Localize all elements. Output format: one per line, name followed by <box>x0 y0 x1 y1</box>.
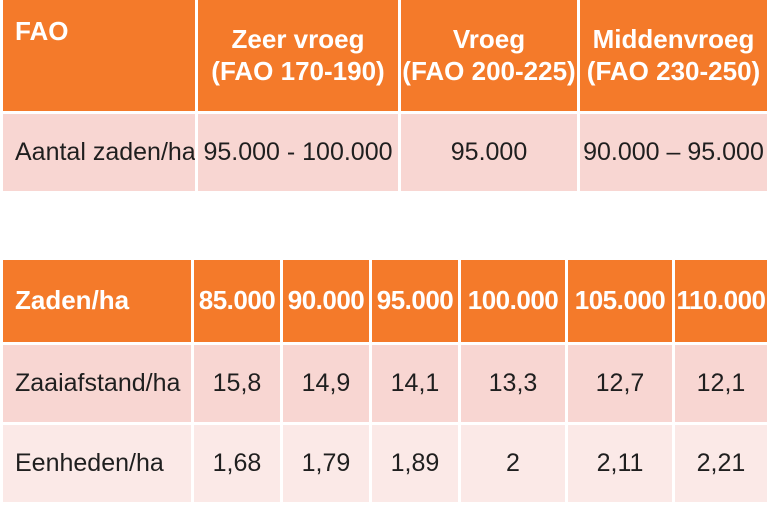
fao-header-row: FAO Zeer vroeg (FAO 170-190) Vroeg (FAO … <box>3 0 767 111</box>
table-cell: 2,11 <box>568 425 672 502</box>
vroeg-label: Vroeg <box>452 24 526 55</box>
column-header: 90.000 <box>283 260 369 342</box>
seeds-header-row: Zaden/ha 85.000 90.000 95.000 100.000 10… <box>3 260 767 342</box>
zeer-vroeg-header-cell: Zeer vroeg (FAO 170-190) <box>198 0 398 111</box>
zeer-vroeg-label: Zeer vroeg <box>231 24 365 55</box>
column-header: 95.000 <box>372 260 458 342</box>
table-row: Aantal zaden/ha 95.000 - 100.000 95.000 … <box>3 114 767 191</box>
row-label-aantal-zaden: Aantal zaden/ha <box>3 114 195 191</box>
fao-header-cell: FAO <box>3 0 195 111</box>
column-header: 85.000 <box>194 260 280 342</box>
column-header: 105.000 <box>568 260 672 342</box>
table-cell: 12,1 <box>675 345 767 422</box>
middenvroeg-range: (FAO 230-250) <box>586 55 761 86</box>
table-cell: 95.000 <box>401 114 577 191</box>
seeds-table: Zaden/ha 85.000 90.000 95.000 100.000 10… <box>0 257 770 505</box>
table-row: Zaaiafstand/ha 15,8 14,9 14,1 13,3 12,7 … <box>3 345 767 422</box>
fao-table: FAO Zeer vroeg (FAO 170-190) Vroeg (FAO … <box>0 0 770 194</box>
row-label-zaaiafstand: Zaaiafstand/ha <box>3 345 191 422</box>
zaden-header-cell: Zaden/ha <box>3 260 191 342</box>
table-cell: 90.000 – 95.000 <box>580 114 767 191</box>
middenvroeg-header-cell: Middenvroeg (FAO 230-250) <box>580 0 767 111</box>
table-cell: 15,8 <box>194 345 280 422</box>
vroeg-header-cell: Vroeg (FAO 200-225) <box>401 0 577 111</box>
table-cell: 12,7 <box>568 345 672 422</box>
column-header: 110.000 <box>675 260 767 342</box>
table-cell: 95.000 - 100.000 <box>198 114 398 191</box>
table-cell: 2 <box>461 425 565 502</box>
row-label-eenheden: Eenheden/ha <box>3 425 191 502</box>
table-cell: 13,3 <box>461 345 565 422</box>
table-cell: 2,21 <box>675 425 767 502</box>
middenvroeg-label: Middenvroeg <box>592 24 755 55</box>
zeer-vroeg-range: (FAO 170-190) <box>211 55 385 86</box>
vroeg-range: (FAO 200-225) <box>402 55 576 86</box>
table-cell: 1,68 <box>194 425 280 502</box>
table-cell: 1,89 <box>372 425 458 502</box>
table-cell: 14,1 <box>372 345 458 422</box>
table-cell: 14,9 <box>283 345 369 422</box>
column-header: 100.000 <box>461 260 565 342</box>
table-row: Eenheden/ha 1,68 1,79 1,89 2 2,11 2,21 <box>3 425 767 502</box>
table-cell: 1,79 <box>283 425 369 502</box>
